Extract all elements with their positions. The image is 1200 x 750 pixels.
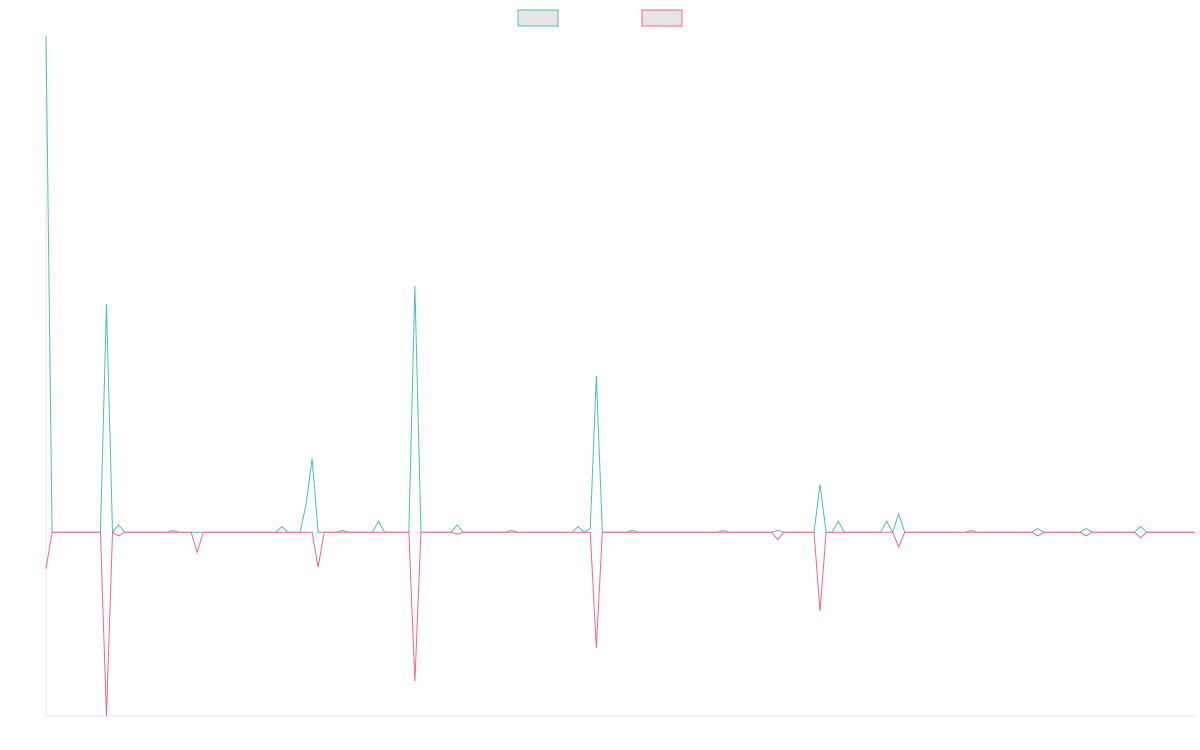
series-layer <box>45 35 1195 717</box>
legend <box>517 9 683 27</box>
series-line-1 <box>45 35 1195 534</box>
legend-swatch-1[interactable] <box>517 9 559 27</box>
axes <box>45 36 1195 717</box>
legend-swatch-2[interactable] <box>641 9 683 27</box>
series-line-2 <box>45 531 1195 717</box>
